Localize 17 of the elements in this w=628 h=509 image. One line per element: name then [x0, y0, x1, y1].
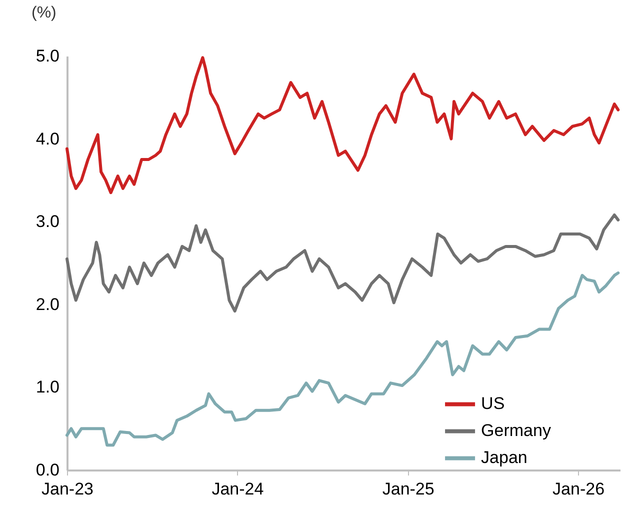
line-series — [66, 56, 620, 194]
line-series — [66, 213, 620, 313]
legend-label: US — [481, 394, 505, 414]
x-tick-label: Jan-23 — [42, 480, 94, 498]
line-series — [66, 271, 620, 447]
x-tick-label: Jan-26 — [552, 480, 605, 498]
y-tick-label: 5.0 — [36, 46, 60, 66]
x-tick-label: Jan-25 — [382, 480, 434, 498]
y-tick-label: 3.0 — [36, 212, 60, 232]
y-tick-label: 0.0 — [36, 460, 60, 480]
y-tick-label: 2.0 — [36, 294, 60, 314]
y-axis-title: (%) — [32, 4, 56, 22]
x-tick-label: Jan-24 — [212, 480, 264, 498]
y-tick-label: 1.0 — [36, 378, 60, 397]
y-tick-label: 4.0 — [36, 129, 60, 148]
legend-label: Japan — [481, 448, 528, 468]
legend-label: Germany — [481, 421, 552, 440]
